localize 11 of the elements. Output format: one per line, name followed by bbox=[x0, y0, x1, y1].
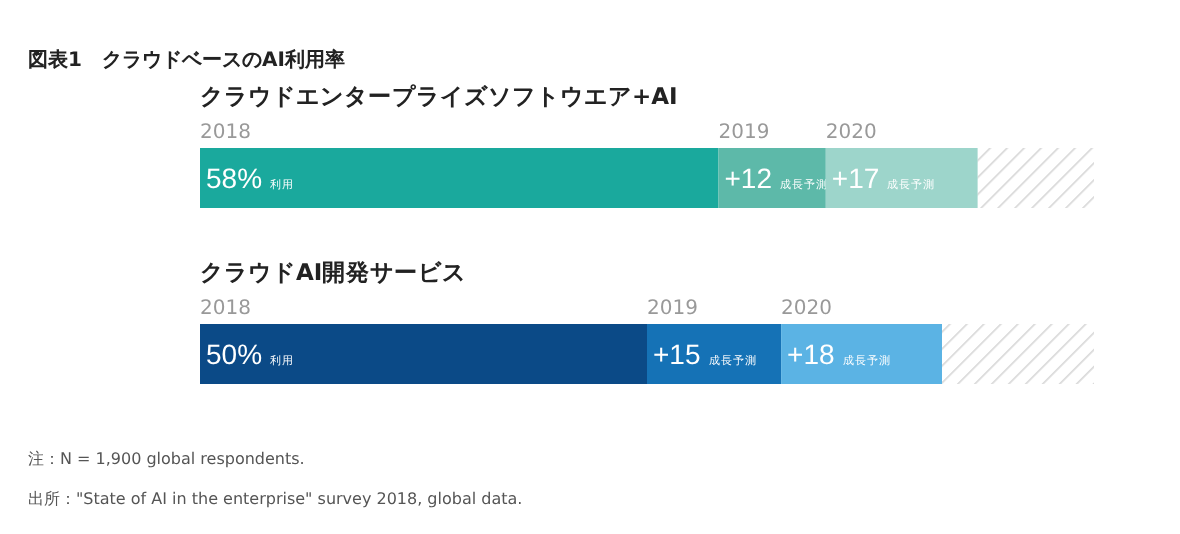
text: 出所："State of AI in the enterprise" survey 2018, global data. bbox=[28, 490, 523, 508]
text: 2019 bbox=[647, 298, 698, 320]
text: 図表1 クラウドベースのAI利用率 bbox=[28, 48, 345, 72]
series-label: 2019 bbox=[718, 122, 770, 144]
y-tick-label: クラウドエンタープライズソフトウエア+AI bbox=[200, 82, 678, 110]
text: 2018 bbox=[200, 298, 251, 320]
text: 注：N = 1,900 global respondents. bbox=[28, 450, 305, 468]
y-tick-label: クラウドAI開発サービス bbox=[200, 258, 467, 286]
text: 2020 bbox=[781, 298, 833, 320]
series-label: 2018 bbox=[200, 122, 251, 144]
series-label: 2020 bbox=[825, 122, 877, 144]
